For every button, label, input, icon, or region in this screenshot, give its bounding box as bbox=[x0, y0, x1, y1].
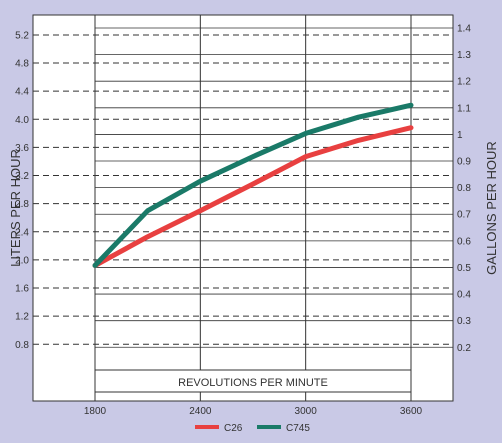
tick-label-left: 1.6 bbox=[15, 284, 29, 295]
tick-label-right: 0.7 bbox=[457, 210, 471, 221]
tick-label-left: 4.4 bbox=[15, 87, 29, 98]
tick-label-left: 2.4 bbox=[15, 227, 29, 238]
tick-label-x: 2400 bbox=[189, 406, 212, 417]
y-axis-left-label: LITERS PER HOUR bbox=[8, 149, 23, 267]
tick-label-right: 0.3 bbox=[457, 316, 471, 327]
tick-label-right: 0.5 bbox=[457, 263, 471, 274]
plot-area bbox=[32, 14, 454, 402]
tick-label-left: 4.8 bbox=[15, 59, 29, 70]
tick-label-left: 4.0 bbox=[15, 115, 29, 126]
tick-label-right: 1.2 bbox=[457, 77, 471, 88]
legend-label-c745: C745 bbox=[286, 423, 310, 434]
series-lines bbox=[92, 102, 414, 268]
tick-label-right: 0.4 bbox=[457, 290, 471, 301]
legend: C26 C745 bbox=[195, 423, 310, 434]
tick-label-left: 0.8 bbox=[15, 340, 29, 351]
tick-label-x: 3600 bbox=[400, 406, 423, 417]
tick-label-right: 0.2 bbox=[457, 343, 471, 354]
tick-label-x: 1800 bbox=[84, 406, 107, 417]
series-line-c26 bbox=[92, 125, 414, 268]
tick-labels: 0.8 1.2 1.6 2.0 2.4 2.8 3.2 3.6 4.0 4.4 4.8 5.2 0.2 0… bbox=[15, 23, 471, 417]
tick-label-left: 2.8 bbox=[15, 199, 29, 210]
tick-label-right: 0.6 bbox=[457, 236, 471, 247]
x-axis-label-box bbox=[94, 369, 412, 393]
grid-lines bbox=[33, 27, 453, 348]
tick-label-right: 1.3 bbox=[457, 50, 471, 61]
tick-label-right: 1.4 bbox=[457, 23, 471, 34]
tick-label-right: 0.9 bbox=[457, 157, 471, 168]
tick-label-left: 2.0 bbox=[15, 255, 29, 266]
tick-label-x: 3000 bbox=[295, 406, 318, 417]
tick-label-left: 3.2 bbox=[15, 171, 29, 182]
y-axis-right-label: GALLONS PER HOUR bbox=[484, 141, 499, 275]
tick-label-left: 3.6 bbox=[15, 143, 29, 154]
legend-label-c26: C26 bbox=[224, 423, 243, 434]
series-line-c745 bbox=[92, 102, 414, 268]
tick-label-left: 5.2 bbox=[15, 30, 29, 41]
tick-label-right: 1 bbox=[457, 130, 463, 141]
tick-label-right: 0.8 bbox=[457, 183, 471, 194]
x-axis-label: REVOLUTIONS PER MINUTE bbox=[178, 377, 328, 389]
tick-label-left: 1.2 bbox=[15, 312, 29, 323]
tick-label-right: 1.1 bbox=[457, 103, 471, 114]
